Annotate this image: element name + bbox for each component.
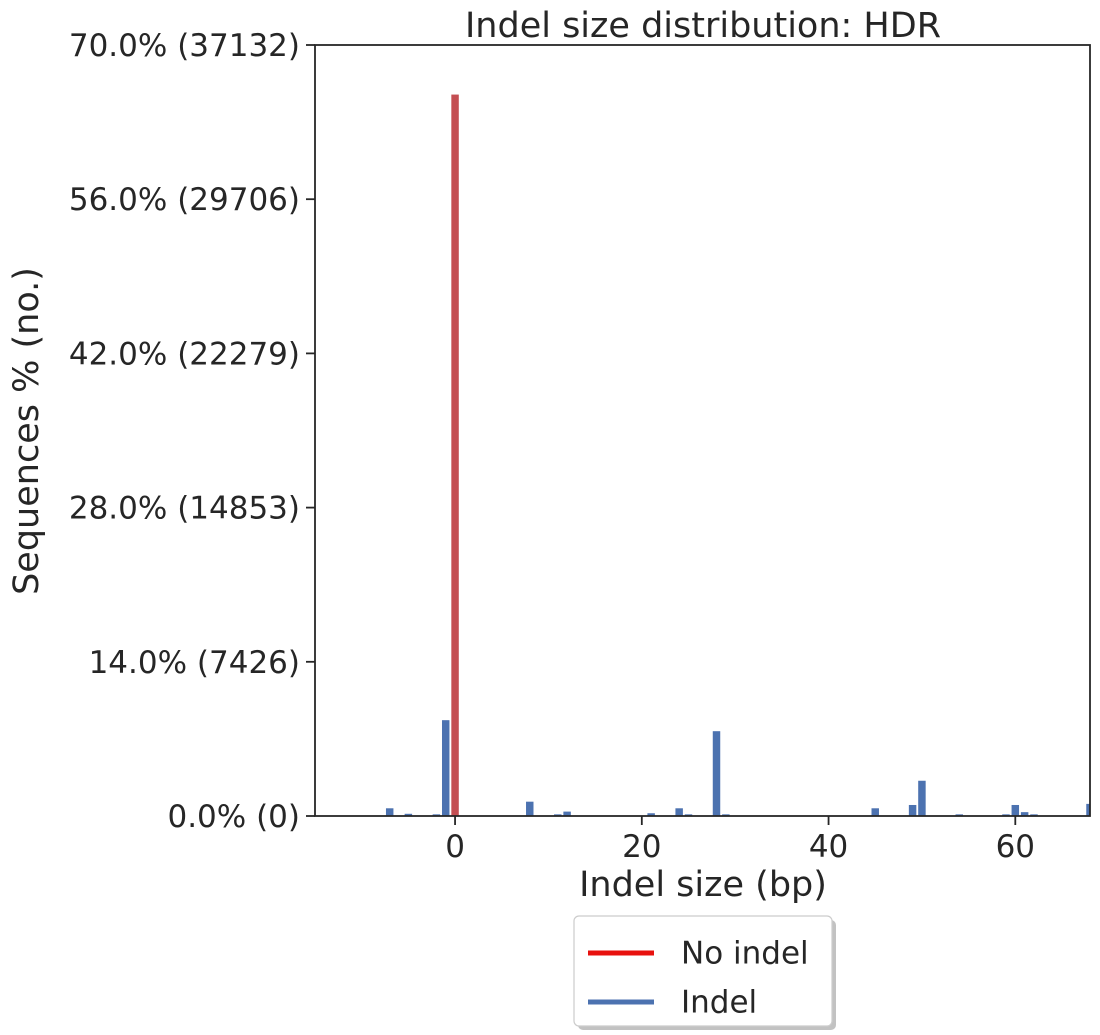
legend-label-no-indel: No indel — [681, 936, 809, 972]
x-tick-label: 0 — [445, 829, 465, 865]
y-tick-label: 0.0% (0) — [167, 799, 300, 835]
y-axis: 0.0% (0) 14.0% (7426) 28.0% (14853) 42.0% (… — [69, 28, 315, 835]
y-tick-label: 28.0% (14853) — [69, 491, 300, 527]
x-tick-label: 40 — [809, 829, 848, 865]
bar-indel-3 — [441, 720, 450, 816]
bar-indel-18 — [1020, 812, 1029, 816]
bar-indel-8 — [675, 808, 683, 816]
bar-indel-14 — [918, 780, 926, 816]
x-axis-label: Indel size (bp) — [579, 865, 827, 905]
y-tick-label: 14.0% (7426) — [89, 645, 300, 681]
y-tick-label: 56.0% (29706) — [69, 182, 300, 218]
bar-indel-0 — [385, 808, 394, 816]
legend-label-indel: Indel — [681, 985, 757, 1021]
bar-indel-1 — [404, 813, 413, 816]
y-tick-label: 42.0% (22279) — [69, 336, 300, 372]
bar-no-indel-0 — [451, 94, 459, 817]
y-axis-label: Sequences % (no.) — [7, 267, 47, 595]
bar-indel-4 — [526, 801, 534, 816]
bar-indel-13 — [908, 804, 917, 816]
y-tick-label: 70.0% (37132) — [69, 28, 300, 64]
x-tick-label: 60 — [996, 829, 1035, 865]
bar-indel-20 — [1086, 803, 1090, 816]
bar-indel-12 — [871, 808, 879, 816]
legend: No indel Indel — [573, 915, 836, 1030]
bar-indel-17 — [1011, 804, 1020, 816]
chart-title: Indel size distribution: HDR — [465, 6, 941, 46]
plot-frame — [314, 44, 1091, 817]
bar-indel-7 — [647, 813, 655, 816]
bars-layer — [385, 94, 1090, 817]
bar-indel-10 — [712, 731, 721, 816]
bar-indel-6 — [563, 811, 571, 816]
x-axis: 0 20 40 60 — [445, 816, 1035, 865]
legend-box — [573, 915, 833, 1027]
x-tick-label: 20 — [622, 829, 661, 865]
